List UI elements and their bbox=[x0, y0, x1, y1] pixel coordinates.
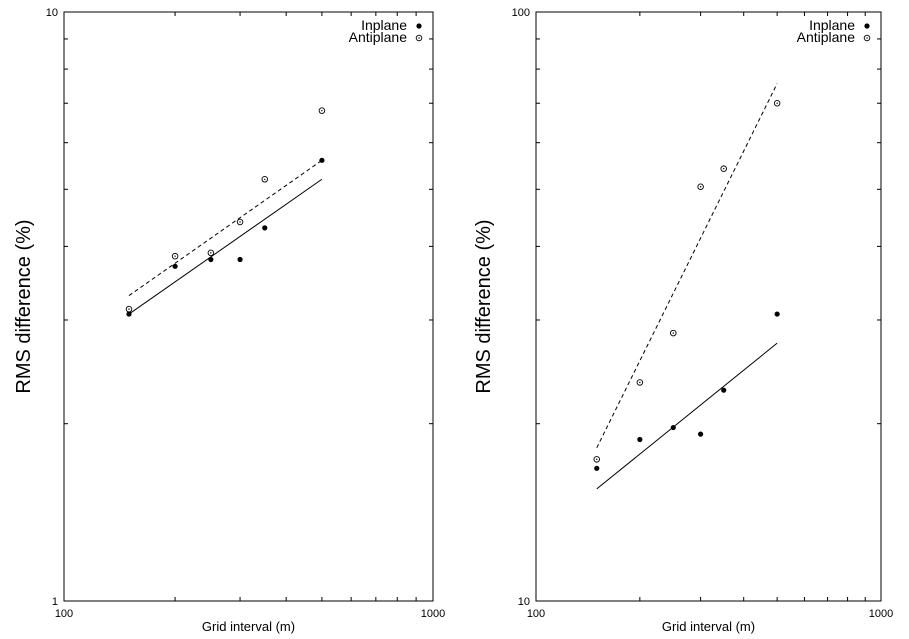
plot-frame bbox=[63, 11, 434, 602]
x-tick-label: 1000 bbox=[869, 608, 893, 620]
data-point-inplane bbox=[126, 311, 132, 317]
x-tick-label: 100 bbox=[55, 608, 73, 620]
data-point-antiplane-center bbox=[596, 458, 598, 461]
legend-symbol bbox=[416, 23, 422, 29]
fit-line-inplane bbox=[596, 342, 778, 490]
legend-symbol-center bbox=[418, 37, 420, 39]
data-point-inplane bbox=[637, 436, 643, 443]
data-point-antiplane-center bbox=[239, 221, 241, 223]
y-tick-label: 10 bbox=[46, 7, 58, 19]
data-point-inplane bbox=[774, 311, 780, 317]
y-tick-label: 1 bbox=[52, 596, 58, 608]
x-tick-label: 100 bbox=[527, 608, 545, 620]
data-point-antiplane-center bbox=[723, 167, 725, 170]
data-point-inplane bbox=[208, 256, 214, 263]
data-point-inplane bbox=[594, 465, 600, 471]
data-point-inplane bbox=[670, 424, 676, 431]
y-tick-label: 100 bbox=[512, 7, 530, 19]
data-point-antiplane-center bbox=[210, 252, 212, 254]
fit-line-inplane bbox=[128, 178, 323, 315]
data-point-inplane bbox=[237, 256, 243, 263]
fit-line-antiplane bbox=[596, 83, 778, 449]
y-axis-label: RMS difference (%) bbox=[13, 219, 35, 393]
data-point-antiplane-center bbox=[639, 381, 641, 384]
data-point-inplane bbox=[319, 157, 325, 163]
data-point-inplane bbox=[172, 263, 178, 269]
legend-label: Inplane bbox=[361, 17, 407, 33]
legend-label: Antiplane bbox=[797, 29, 856, 45]
data-point-antiplane-center bbox=[699, 186, 702, 188]
x-tick-label: 1000 bbox=[421, 608, 445, 620]
data-point-antiplane-center bbox=[128, 308, 130, 310]
y-tick-label: 10 bbox=[518, 596, 530, 608]
data-point-antiplane-center bbox=[174, 255, 176, 257]
legend-symbol bbox=[864, 23, 870, 29]
data-point-antiplane-center bbox=[321, 109, 323, 112]
data-point-inplane bbox=[262, 225, 268, 231]
x-axis-label: Grid interval (m) bbox=[202, 619, 295, 634]
x-axis-label: Grid interval (m) bbox=[662, 619, 755, 634]
legend-symbol-center bbox=[866, 37, 868, 39]
fit-line-antiplane bbox=[128, 159, 323, 297]
data-point-antiplane-center bbox=[672, 332, 674, 334]
data-point-inplane bbox=[698, 431, 704, 437]
data-point-antiplane-center bbox=[776, 102, 778, 104]
y-axis-label: RMS difference (%) bbox=[473, 219, 495, 393]
data-point-inplane bbox=[721, 387, 727, 393]
plot-frame bbox=[535, 11, 882, 602]
data-point-antiplane-center bbox=[264, 178, 266, 180]
legend-label: Antiplane bbox=[349, 29, 408, 45]
chart-panel-1: 100 1000 1 10 Grid interval (m) RMS differenc… bbox=[13, 7, 445, 634]
legend-label: Inplane bbox=[809, 17, 855, 33]
